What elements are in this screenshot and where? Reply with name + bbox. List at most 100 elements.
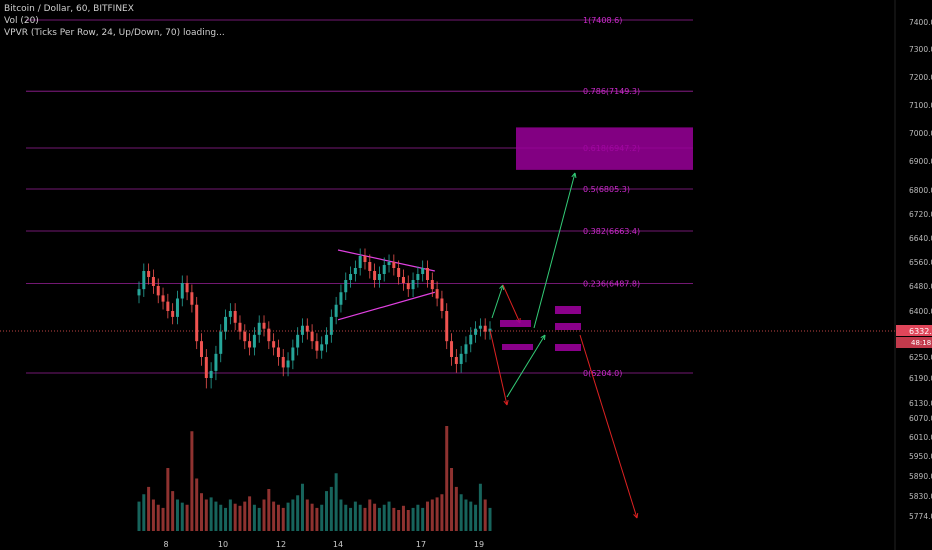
candle-body bbox=[171, 311, 175, 317]
candle-body bbox=[334, 304, 338, 317]
volume-bar bbox=[224, 507, 228, 531]
candle-body bbox=[209, 370, 213, 378]
volume-bar bbox=[156, 504, 160, 531]
candle-body bbox=[377, 274, 381, 280]
candle-body bbox=[180, 283, 184, 299]
volume-bar bbox=[373, 503, 377, 531]
volume-bar bbox=[248, 496, 252, 531]
projection-arrow-down-2-head bbox=[503, 400, 509, 406]
volume-bar bbox=[281, 507, 285, 531]
fib-level-label: 0(6204.0) bbox=[583, 369, 622, 378]
candle-body bbox=[151, 277, 155, 286]
volume-bar bbox=[228, 499, 232, 531]
projection-arrow-down-3 bbox=[579, 334, 638, 519]
y-tick-label: 6250.0 bbox=[909, 353, 932, 362]
volume-bar bbox=[474, 504, 478, 531]
candle-body bbox=[483, 325, 487, 332]
volume-bar bbox=[478, 483, 482, 531]
volume-bar bbox=[392, 507, 396, 531]
symbol-title[interactable]: Bitcoin / Dollar, 60, BITFINEX bbox=[4, 4, 134, 14]
candle-body bbox=[450, 341, 454, 357]
candle-body bbox=[387, 262, 391, 265]
candle-body bbox=[228, 311, 232, 317]
projection-arrow-up-1 bbox=[491, 284, 504, 319]
volume-bar bbox=[166, 468, 170, 531]
candle-body bbox=[142, 271, 146, 290]
candle-body bbox=[296, 334, 300, 348]
volume-bar bbox=[469, 501, 473, 531]
projection-arrow-up-3 bbox=[533, 172, 576, 329]
candle-body bbox=[358, 256, 362, 268]
candle-body bbox=[440, 298, 444, 311]
y-tick-label: 6640.0 bbox=[909, 234, 932, 243]
volume-bar bbox=[276, 504, 280, 531]
candle-body bbox=[368, 262, 372, 271]
volume-bar bbox=[175, 499, 179, 531]
candle-body bbox=[425, 268, 429, 280]
volume-bar bbox=[171, 491, 175, 531]
x-tick-label: 12 bbox=[276, 540, 286, 549]
y-tick-label: 6560.0 bbox=[909, 258, 932, 267]
candle-body bbox=[190, 292, 194, 305]
candle-body bbox=[238, 322, 242, 332]
projection-arrow-up-3-head bbox=[571, 172, 577, 179]
fib-level-label: 0.382(6663.4) bbox=[583, 227, 640, 236]
candle-body bbox=[469, 334, 473, 345]
y-tick-label: 5830.0 bbox=[909, 492, 932, 501]
candle-body bbox=[291, 347, 295, 361]
candle-body bbox=[315, 341, 319, 351]
candle-body bbox=[267, 328, 271, 342]
candle-body bbox=[363, 256, 367, 262]
candle-body bbox=[320, 344, 324, 351]
triangle-pattern[interactable] bbox=[337, 249, 435, 321]
projection-arrow-down-2 bbox=[489, 329, 508, 406]
volume-bar bbox=[195, 478, 199, 531]
volume-bar bbox=[425, 501, 429, 531]
vpvr-indicator-label[interactable]: VPVR (Ticks Per Row, 24, Up/Down, 70) lo… bbox=[4, 28, 225, 38]
price-axis[interactable]: 7400.0 7300.0 7200.0 7100.0 7000.0 6900.0 6800… bbox=[909, 18, 932, 521]
candle-body bbox=[353, 268, 357, 274]
y-tick-label: 5774.0 bbox=[909, 512, 932, 521]
volume-bar bbox=[291, 499, 295, 531]
volume-indicator-label[interactable]: Vol (20) bbox=[4, 16, 39, 26]
volume-bar bbox=[382, 504, 386, 531]
fib-level-label: 0.236(6487.8) bbox=[583, 280, 640, 289]
volume-bar bbox=[147, 486, 151, 531]
y-tick-label: 5890.0 bbox=[909, 472, 932, 481]
volume-bar bbox=[272, 501, 276, 531]
target-zone[interactable] bbox=[516, 127, 693, 170]
candle-body bbox=[305, 325, 309, 332]
volume-bar bbox=[435, 497, 439, 531]
volume-bar bbox=[190, 431, 194, 531]
triangle-lower-line bbox=[337, 291, 435, 321]
volume-bar bbox=[296, 495, 300, 531]
candle-body bbox=[272, 341, 276, 348]
y-tick-label: 7300.0 bbox=[909, 45, 932, 54]
candle-body bbox=[401, 277, 405, 283]
volume-bar bbox=[464, 499, 468, 531]
volume-bar bbox=[349, 507, 353, 531]
projection-path[interactable] bbox=[489, 172, 639, 519]
candle-body bbox=[276, 347, 280, 357]
x-tick-label: 17 bbox=[416, 540, 426, 549]
x-tick-label: 10 bbox=[218, 540, 228, 549]
volume-bar bbox=[488, 507, 492, 531]
volume-bar bbox=[334, 473, 338, 531]
time-axis[interactable]: 8 10 12 14 17 19 bbox=[163, 540, 484, 549]
volume-bars bbox=[137, 426, 492, 531]
volume-bar bbox=[406, 510, 410, 531]
candle-body bbox=[252, 334, 256, 348]
candle-body bbox=[281, 357, 285, 368]
x-tick-label: 8 bbox=[163, 540, 168, 549]
candle-body bbox=[411, 280, 415, 290]
candle-body bbox=[175, 298, 179, 317]
fib-level-label: 0.5(6805.3) bbox=[583, 185, 630, 194]
candle-body bbox=[454, 357, 458, 364]
candle-body bbox=[474, 328, 478, 335]
volume-bar bbox=[180, 502, 184, 531]
candle-body bbox=[339, 292, 343, 305]
candle-body bbox=[349, 274, 353, 280]
last-price-label: 6332.1 bbox=[909, 327, 932, 336]
volume-bar bbox=[344, 504, 348, 531]
